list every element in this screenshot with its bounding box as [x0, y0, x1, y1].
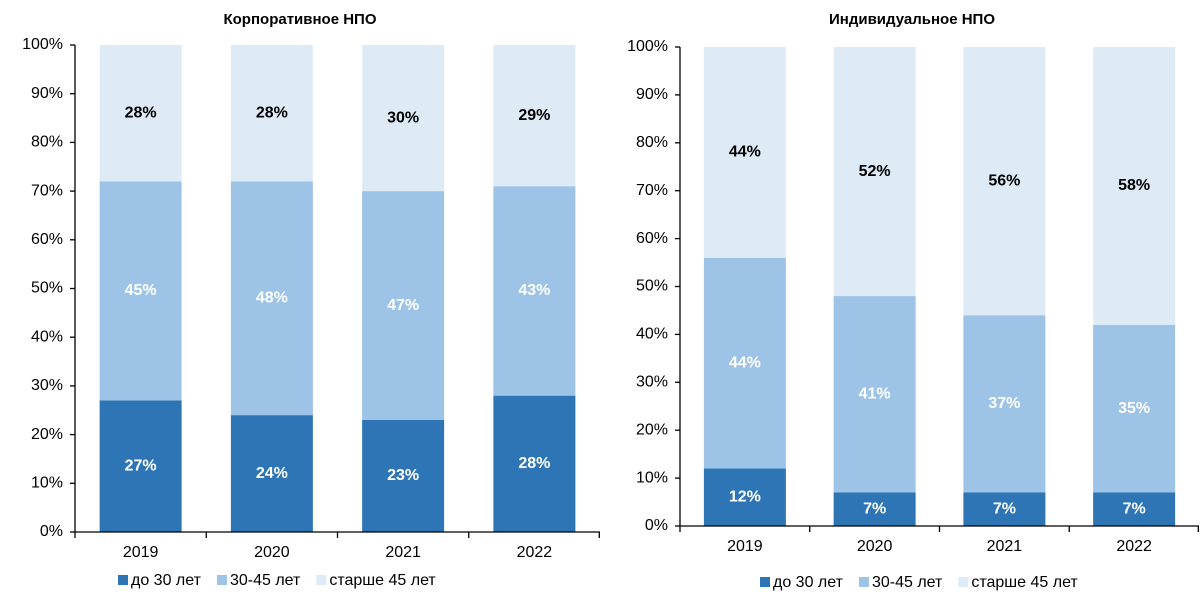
y-tick-label: 40% — [31, 328, 63, 345]
bar-segment — [703, 47, 786, 258]
y-tick-label: 30% — [636, 374, 668, 391]
y-tick-label: 100% — [22, 36, 63, 53]
x-tick-label: 2021 — [385, 544, 421, 561]
bar-segment — [1093, 47, 1176, 325]
value-label: 7% — [863, 500, 886, 517]
legend-swatch — [958, 577, 969, 587]
bar-segment — [703, 468, 786, 526]
y-tick-label: 10% — [636, 469, 668, 486]
bar-segment — [963, 492, 1046, 526]
bar-segment — [99, 181, 182, 401]
value-label: 41% — [859, 385, 891, 402]
chart-title: Корпоративное НПО — [223, 11, 376, 28]
bar-segment — [833, 492, 916, 526]
y-tick-label: 80% — [31, 134, 63, 151]
y-tick-label: 20% — [31, 426, 63, 443]
y-tick-label: 50% — [636, 278, 668, 295]
bar-segment — [703, 257, 786, 469]
legend-swatch — [216, 575, 227, 585]
value-label: 47% — [387, 297, 419, 314]
bar-segment — [362, 45, 445, 192]
y-tick-label: 100% — [627, 38, 668, 55]
y-tick-label: 0% — [645, 517, 668, 534]
x-tick-label: 2022 — [517, 544, 553, 561]
value-label: 37% — [988, 395, 1020, 412]
legend-label: старше 45 лет — [971, 574, 1078, 591]
value-label: 7% — [1123, 500, 1146, 517]
y-tick-label: 80% — [636, 134, 668, 151]
y-tick-label: 20% — [636, 421, 668, 438]
bar-segment — [230, 181, 313, 416]
legend-label: старше 45 лет — [329, 572, 436, 589]
bar-segment — [230, 415, 313, 532]
legend-swatch — [760, 577, 770, 587]
y-tick-label: 90% — [636, 86, 668, 103]
legend-swatch — [118, 575, 128, 585]
bar-segment — [833, 296, 916, 493]
value-label: 44% — [729, 144, 761, 161]
value-label: 23% — [387, 467, 419, 484]
x-tick-label: 2022 — [1116, 538, 1152, 555]
bar-segment — [230, 45, 313, 182]
y-tick-label: 10% — [31, 475, 63, 492]
y-tick-label: 70% — [636, 182, 668, 199]
bar-segment — [99, 400, 182, 532]
value-label: 58% — [1118, 177, 1150, 194]
value-label: 24% — [256, 465, 288, 482]
y-tick-label: 70% — [31, 182, 63, 199]
x-tick-label: 2020 — [254, 544, 290, 561]
chart-title: Индивидуальное НПО — [829, 11, 995, 28]
bar-segment — [99, 45, 182, 182]
bar-segment — [1093, 492, 1176, 526]
y-tick-label: 30% — [31, 377, 63, 394]
legend-label: 30-45 лет — [872, 574, 943, 591]
value-label: 7% — [993, 500, 1016, 517]
value-label: 29% — [518, 107, 550, 124]
bar-segment — [963, 47, 1046, 316]
bar-segment — [493, 186, 576, 396]
y-tick-label: 0% — [40, 523, 63, 540]
value-label: 12% — [729, 488, 761, 505]
value-label: 28% — [518, 455, 550, 472]
value-label: 35% — [1118, 400, 1150, 417]
y-tick-label: 50% — [31, 280, 63, 297]
bar-segment — [833, 47, 916, 297]
value-label: 28% — [256, 104, 288, 121]
legend-swatch — [316, 575, 327, 585]
bar-segment — [493, 45, 576, 187]
bar-segment — [963, 315, 1046, 493]
bar-segment — [493, 395, 576, 532]
bar-segment — [1093, 324, 1176, 493]
x-tick-label: 2019 — [123, 544, 159, 561]
value-label: 28% — [125, 104, 157, 121]
x-tick-label: 2021 — [987, 538, 1023, 555]
x-tick-label: 2020 — [857, 538, 893, 555]
y-tick-label: 90% — [31, 85, 63, 102]
legend-label: 30-45 лет — [230, 572, 301, 589]
value-label: 43% — [518, 282, 550, 299]
bar-segment — [362, 419, 445, 532]
value-label: 44% — [729, 354, 761, 371]
value-label: 56% — [988, 172, 1020, 189]
x-tick-label: 2019 — [727, 538, 763, 555]
y-tick-label: 60% — [636, 230, 668, 247]
value-label: 48% — [256, 289, 288, 306]
legend-label: до 30 лет — [131, 572, 202, 589]
bar-segment — [362, 191, 445, 420]
y-tick-label: 60% — [31, 231, 63, 248]
value-label: 45% — [125, 282, 157, 299]
value-label: 30% — [387, 109, 419, 126]
value-label: 52% — [859, 163, 891, 180]
y-tick-label: 40% — [636, 326, 668, 343]
value-label: 27% — [125, 457, 157, 474]
legend-label: до 30 лет — [773, 574, 844, 591]
legend-swatch — [858, 577, 869, 587]
